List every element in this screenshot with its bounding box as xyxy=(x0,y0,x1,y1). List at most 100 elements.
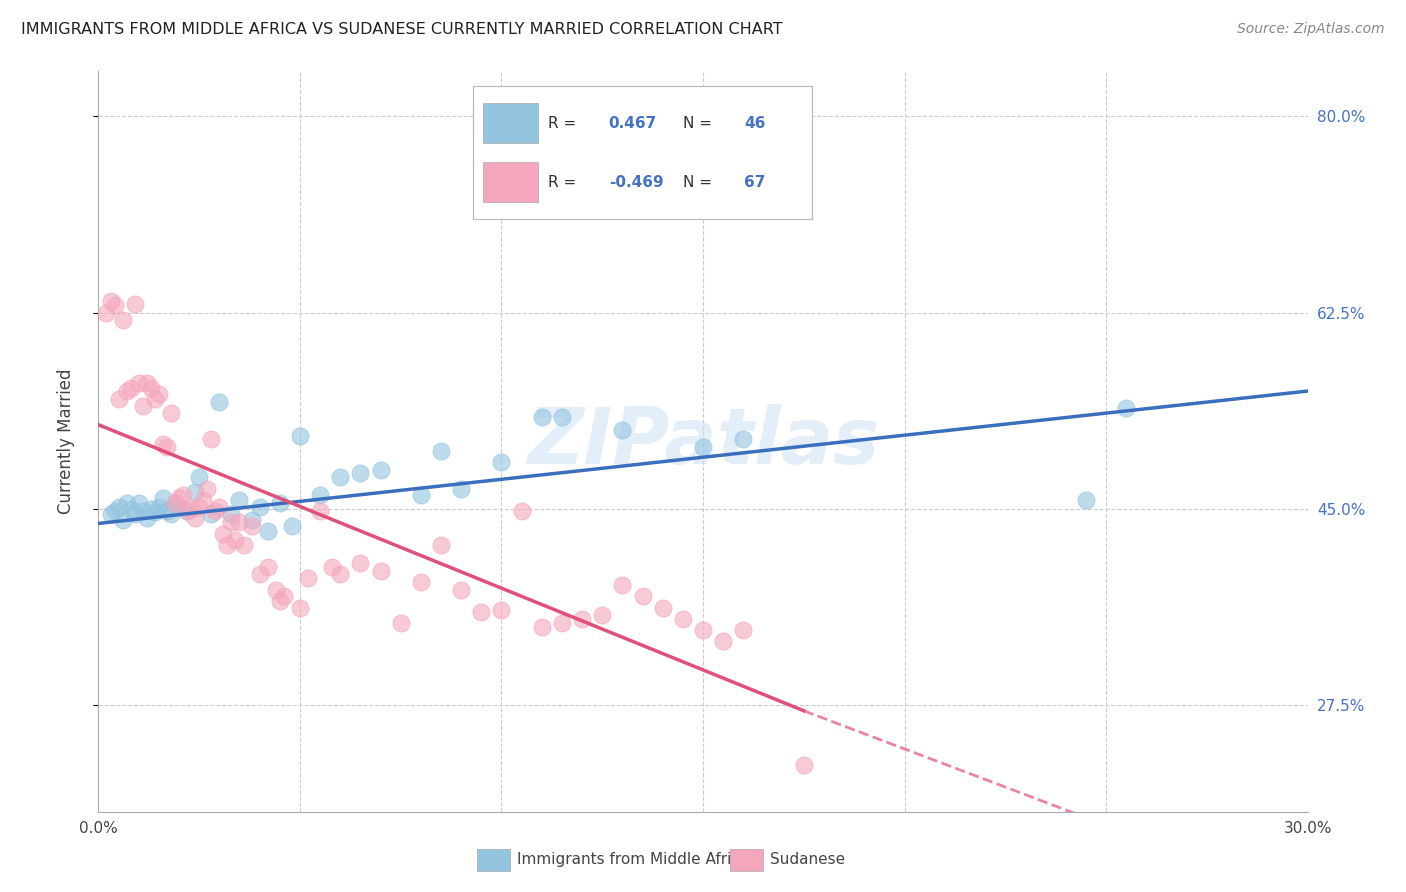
Point xyxy=(281,518,304,533)
Point xyxy=(132,399,155,413)
Point xyxy=(430,538,453,552)
Point xyxy=(651,600,673,615)
Point xyxy=(249,566,271,581)
Point xyxy=(370,462,392,476)
Point xyxy=(188,470,211,484)
Point xyxy=(193,492,215,507)
Point xyxy=(224,533,246,548)
Point xyxy=(329,566,352,581)
Text: Source: ZipAtlas.com: Source: ZipAtlas.com xyxy=(1237,22,1385,37)
Point xyxy=(309,504,332,518)
Point xyxy=(103,298,125,312)
Point xyxy=(551,409,574,424)
Point xyxy=(204,504,226,518)
Point xyxy=(167,491,190,505)
Point xyxy=(195,482,218,496)
Point xyxy=(228,492,250,507)
Point xyxy=(591,608,613,623)
Point xyxy=(156,440,179,454)
Point xyxy=(470,605,492,619)
Point xyxy=(139,501,162,516)
Point xyxy=(1074,492,1097,507)
Point xyxy=(711,634,734,648)
Text: ZIPatlas: ZIPatlas xyxy=(527,403,879,480)
Point xyxy=(409,488,432,502)
Point xyxy=(733,623,755,637)
Point xyxy=(450,582,472,597)
Point xyxy=(163,496,186,510)
Point xyxy=(180,501,202,516)
Point xyxy=(152,437,174,451)
Point xyxy=(249,500,271,514)
Point xyxy=(221,516,243,530)
Point xyxy=(148,500,170,514)
Point xyxy=(107,500,129,514)
Point xyxy=(143,505,166,519)
Point xyxy=(160,407,183,421)
Point xyxy=(184,511,207,525)
Point xyxy=(370,564,392,578)
Point xyxy=(124,296,146,310)
Point xyxy=(212,526,235,541)
Point xyxy=(107,392,129,406)
Point xyxy=(1115,401,1137,415)
Point xyxy=(510,504,533,518)
Point xyxy=(389,616,412,631)
Point xyxy=(491,603,513,617)
Point xyxy=(264,582,287,597)
Point xyxy=(139,381,162,395)
Point xyxy=(111,513,134,527)
Point xyxy=(200,508,222,522)
Point xyxy=(530,409,553,424)
Point xyxy=(733,432,755,446)
Point xyxy=(321,560,343,574)
Point xyxy=(103,504,125,518)
Point xyxy=(128,496,150,510)
Point xyxy=(349,556,371,570)
Point xyxy=(256,560,278,574)
Point xyxy=(132,504,155,518)
Y-axis label: Currently Married: Currently Married xyxy=(56,368,75,515)
Point xyxy=(111,313,134,327)
Point xyxy=(692,440,714,454)
Point xyxy=(631,590,654,604)
Point xyxy=(228,516,250,530)
Point xyxy=(160,508,183,522)
Point xyxy=(612,423,634,437)
Point xyxy=(188,500,211,514)
Point xyxy=(148,387,170,401)
Point xyxy=(128,376,150,391)
Point xyxy=(208,395,231,409)
Point xyxy=(571,612,593,626)
Point xyxy=(176,504,198,518)
Point xyxy=(240,513,263,527)
Point xyxy=(297,571,319,585)
Point xyxy=(329,470,352,484)
Text: Sudanese: Sudanese xyxy=(770,853,845,867)
Point xyxy=(100,294,122,309)
Point xyxy=(450,482,472,496)
Text: Immigrants from Middle Africa: Immigrants from Middle Africa xyxy=(517,853,749,867)
Point xyxy=(152,491,174,505)
Point xyxy=(491,455,513,469)
Point xyxy=(135,376,157,391)
Point xyxy=(124,508,146,522)
Point xyxy=(793,757,815,772)
Point xyxy=(273,590,295,604)
Point xyxy=(232,538,254,552)
Point xyxy=(143,392,166,406)
Point xyxy=(288,600,311,615)
Point xyxy=(551,616,574,631)
Point xyxy=(692,623,714,637)
Point xyxy=(135,511,157,525)
Text: IMMIGRANTS FROM MIDDLE AFRICA VS SUDANESE CURRENTLY MARRIED CORRELATION CHART: IMMIGRANTS FROM MIDDLE AFRICA VS SUDANES… xyxy=(21,22,783,37)
Point xyxy=(217,538,239,552)
Point xyxy=(240,518,263,533)
Point xyxy=(96,305,118,319)
Point xyxy=(156,504,179,518)
Point xyxy=(208,500,231,514)
Point xyxy=(672,612,695,626)
Point xyxy=(115,496,138,510)
Point xyxy=(269,496,291,510)
Point xyxy=(269,594,291,608)
